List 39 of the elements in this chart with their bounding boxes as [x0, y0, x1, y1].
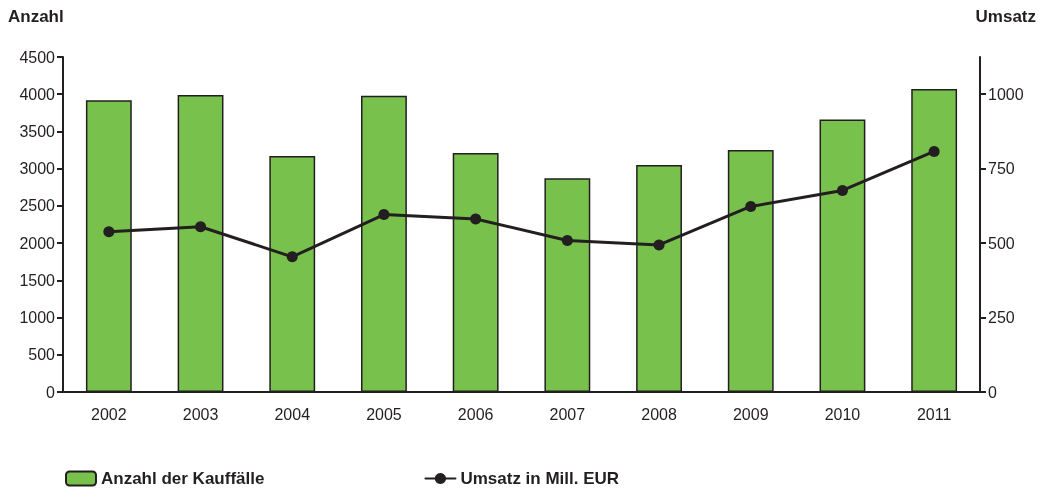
y-tick-label: 500 [28, 346, 56, 364]
y2-tick-label: 500 [988, 234, 1015, 252]
y-tick-label: 3500 [19, 122, 56, 140]
y-tick-label: 0 [46, 383, 56, 401]
y-tick-label: 1500 [19, 271, 56, 289]
y-tick-label: 2000 [19, 234, 56, 252]
point [103, 226, 115, 238]
x-tick-label: 2004 [274, 405, 311, 423]
x-tick-label: 2006 [457, 405, 494, 423]
legend-label: Anzahl der Kauffälle [101, 469, 265, 488]
x-tick-label: 2003 [182, 405, 219, 423]
y-tick-label: 4500 [19, 48, 56, 66]
point [745, 200, 757, 212]
y-tick-label: 4000 [19, 85, 56, 103]
point [195, 221, 207, 233]
point [836, 184, 848, 196]
x-tick-label: 2007 [549, 405, 586, 423]
point [378, 209, 390, 221]
x-tick-label: 2005 [366, 405, 402, 423]
y2-tick-label: 750 [988, 160, 1015, 178]
point [470, 213, 482, 225]
x-tick-label: 2010 [824, 405, 861, 423]
y2-tick-label: 250 [988, 309, 1015, 327]
x-tick-label: 2008 [641, 405, 677, 423]
y-tick-label: 2500 [19, 197, 56, 215]
point [561, 234, 573, 246]
legend-label: Umsatz in Mill. EUR [460, 469, 620, 488]
x-tick-label: 2002 [91, 405, 127, 423]
y2-tick-label: 0 [988, 383, 997, 401]
y2-axis-title: Umsatz [975, 7, 1037, 26]
y-tick-label: 3000 [19, 160, 56, 178]
y2-tick-label: 1000 [988, 85, 1024, 103]
point [653, 239, 665, 251]
point [928, 145, 940, 157]
x-tick-label: 2011 [916, 405, 952, 423]
y-tick-label: 1000 [19, 309, 56, 327]
point [286, 251, 298, 263]
y-axis-title: Anzahl [8, 7, 64, 26]
x-tick-label: 2009 [732, 405, 769, 423]
